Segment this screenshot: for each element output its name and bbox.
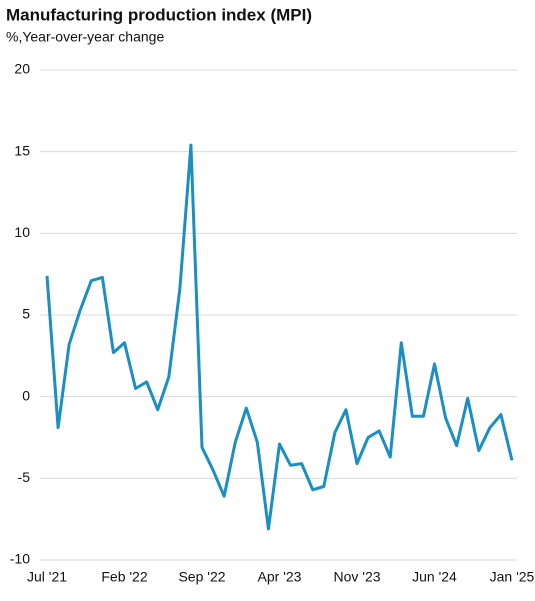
x-tick-label: Apr '23 xyxy=(258,569,302,585)
y-tick-label: 5 xyxy=(22,306,30,322)
x-tick-label: Nov '23 xyxy=(333,569,380,585)
y-tick-label: 10 xyxy=(14,224,30,240)
chart-title: Manufacturing production index (MPI) xyxy=(6,5,312,24)
y-tick-label: 0 xyxy=(22,387,30,403)
y-tick-label: -5 xyxy=(18,469,31,485)
data-line xyxy=(45,143,514,531)
x-tick-label: Sep '22 xyxy=(178,569,225,585)
chart-subtitle: %,Year-over-year change xyxy=(6,29,164,45)
x-tick-label: Jun '24 xyxy=(412,569,457,585)
y-tick-label: -10 xyxy=(10,551,30,567)
x-tick-label: Feb '22 xyxy=(101,569,147,585)
y-tick-label: 15 xyxy=(14,142,30,158)
x-tick-label: Jan '25 xyxy=(490,569,535,585)
x-tick-label: Jul '21 xyxy=(27,569,67,585)
y-tick-label: 20 xyxy=(14,61,30,77)
